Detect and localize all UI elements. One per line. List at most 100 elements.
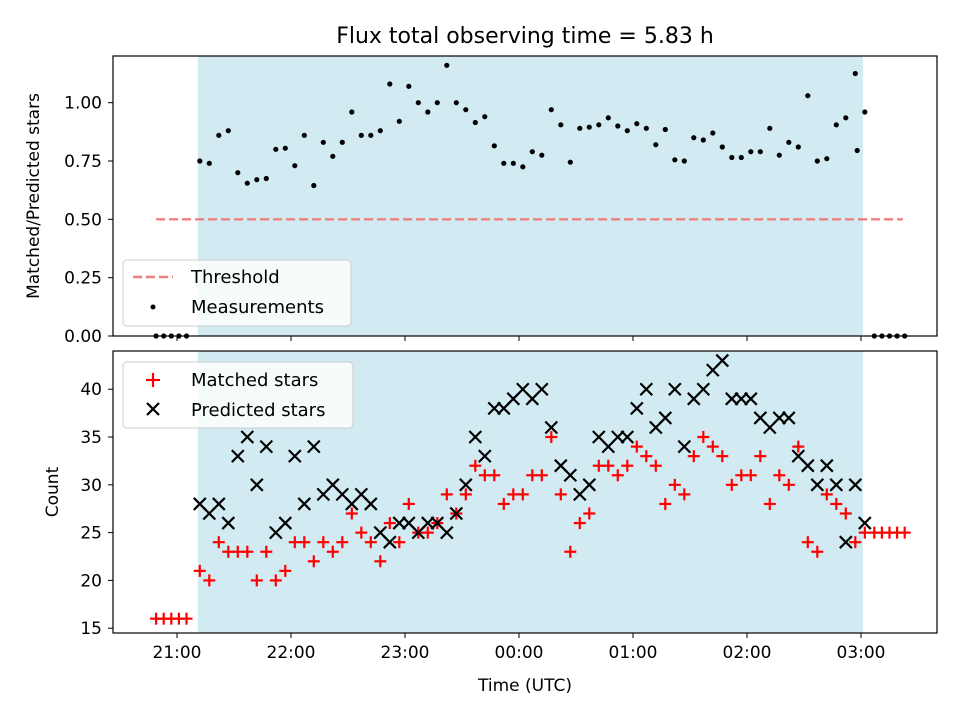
measurement-point	[843, 115, 849, 121]
matched-star-point	[697, 431, 710, 444]
matched-star-point	[678, 488, 691, 501]
measurement-point	[539, 152, 545, 158]
top-legend: Threshold Measurements	[122, 259, 352, 327]
matched-star-point	[193, 564, 206, 577]
top-y-axis-label: Matched/Predicted stars	[24, 93, 44, 299]
measurement-point	[311, 182, 317, 189]
bottom-legend-box	[122, 361, 354, 429]
bottom-panel: 15 20 25 30 35 40 21:00 22:00 23:00 00:00 01:00 02…	[43, 350, 938, 696]
measurement-point	[282, 145, 288, 151]
matched-star-point	[830, 497, 843, 510]
matched-star-point	[564, 545, 577, 558]
measurement-point	[634, 121, 640, 127]
matched-star-point	[744, 469, 757, 482]
measurements-legend-swatch	[150, 304, 156, 310]
matched-star-point	[773, 469, 786, 482]
matched-star-point	[469, 459, 482, 472]
threshold-legend-label: Threshold	[190, 267, 280, 288]
predicted-star-point	[478, 449, 492, 463]
matched-star-point	[345, 507, 358, 520]
predicted-star-point	[620, 430, 635, 444]
matched-star-point	[782, 478, 795, 491]
x-tick-label: 21:00	[153, 643, 202, 663]
measurement-point	[320, 139, 326, 145]
measurement-point	[301, 132, 307, 138]
top-panel: 0.00 0.25 0.50 0.75 1.00 Matched/Predicted s…	[24, 55, 938, 347]
predicted-star-point	[259, 439, 274, 454]
predicted-star-point	[820, 458, 834, 473]
matched-star-point	[820, 488, 833, 501]
predicted-star-point	[297, 497, 312, 511]
measurement-point	[862, 109, 868, 115]
matched-star-point	[583, 507, 596, 520]
measurement-point	[824, 156, 830, 162]
predicted-legend-swatch	[146, 402, 160, 416]
measurement-point	[596, 122, 602, 128]
top-y-tick-label: 0.75	[64, 152, 102, 172]
matched-star-point	[269, 574, 282, 587]
predicted-star-point	[829, 478, 844, 492]
measurement-point	[729, 154, 735, 161]
measurement-point	[244, 180, 250, 186]
measurement-point	[776, 152, 782, 158]
measurement-point	[833, 122, 839, 128]
predicted-star-point	[858, 516, 872, 530]
measurement-point	[700, 137, 706, 143]
predicted-star-point	[288, 449, 302, 463]
measurement-point	[349, 109, 355, 115]
measurement-point	[814, 158, 820, 164]
measurement-point	[444, 62, 450, 68]
predicted-star-point	[240, 430, 255, 444]
measurement-point	[624, 128, 630, 134]
measurement-point	[786, 139, 792, 145]
matched-star-point	[241, 545, 254, 558]
matched-star-point	[725, 478, 738, 491]
matched-star-point	[440, 488, 453, 501]
predicted-star-point	[364, 497, 378, 511]
measurement-point	[710, 130, 716, 136]
bottom-y-tick-label: 30	[80, 476, 102, 496]
matched-star-point	[849, 536, 862, 549]
bottom-y-tick-label: 40	[80, 380, 102, 400]
measurement-point	[387, 81, 393, 87]
measurement-point	[425, 109, 431, 115]
measurement-point	[292, 163, 298, 169]
top-y-tick-label: 0.50	[64, 210, 102, 230]
measurement-point	[805, 93, 811, 99]
matched-star-point	[763, 497, 776, 510]
matched-star-point	[402, 497, 415, 510]
predicted-star-point	[459, 478, 473, 492]
matched-star-point	[421, 526, 434, 539]
matched-star-point	[326, 545, 339, 558]
predicted-star-point	[696, 382, 711, 397]
measurement-point	[767, 125, 773, 131]
bottom-legend: Matched stars Predicted stars	[122, 361, 354, 429]
matched-star-point	[374, 555, 387, 568]
measurement-point	[235, 170, 241, 176]
matched-star-point	[393, 536, 406, 549]
predicted-star-point	[801, 458, 815, 473]
predicted-star-point	[231, 449, 245, 463]
predicted-star-point	[677, 439, 692, 454]
predicted-star-point	[449, 506, 464, 521]
measurement-point	[216, 132, 222, 138]
measurement-point	[529, 149, 535, 155]
measurement-point	[854, 147, 860, 154]
measurement-point	[795, 144, 801, 150]
matched-legend-swatch	[146, 373, 160, 387]
predicted-star-point	[563, 468, 578, 483]
measurement-point	[501, 160, 507, 166]
measurement-point	[396, 118, 402, 124]
measurement-point	[368, 132, 374, 138]
predicted-star-point	[744, 392, 758, 406]
predicted-star-point	[468, 430, 483, 444]
matched-star-point	[459, 488, 472, 501]
x-tick-label: 00:00	[495, 643, 544, 663]
x-tick-label: 22:00	[267, 643, 316, 663]
measurement-point	[586, 124, 592, 130]
matched-star-point	[630, 440, 643, 453]
predicted-star-point	[383, 535, 397, 549]
predicted-star-point	[839, 535, 853, 549]
measurement-point	[472, 119, 478, 126]
measurement-point	[273, 146, 279, 152]
